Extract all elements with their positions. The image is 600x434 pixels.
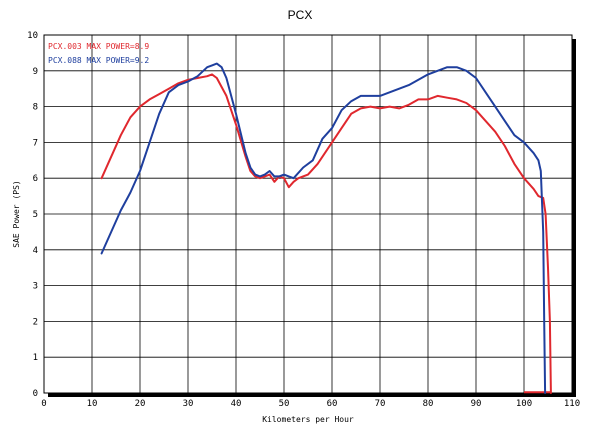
- x-tick-label: 0: [41, 399, 46, 409]
- chart-title: PCX: [288, 8, 313, 22]
- legend-entry: PCX.003 MAX POWER=8.9: [48, 42, 149, 51]
- y-tick-label: 4: [33, 246, 38, 256]
- x-tick-label: 100: [516, 399, 532, 409]
- x-tick-label: 20: [135, 399, 146, 409]
- tick-labels: 0 10 20 30 40 50 60 70 80 90 100 110 0 1 2 3 4 5 6 7 8 9 10: [27, 31, 580, 409]
- y-tick-label: 10: [27, 31, 38, 41]
- x-tick-label: 70: [375, 399, 386, 409]
- x-tick-label: 10: [87, 399, 98, 409]
- y-tick-label: 7: [33, 138, 38, 148]
- legend-entry: PCX.088 MAX POWER=9.2: [48, 56, 149, 65]
- y-tick-label: 2: [33, 317, 38, 327]
- y-tick-label: 5: [33, 210, 38, 220]
- y-tick-label: 6: [33, 174, 38, 184]
- x-tick-label: 30: [183, 399, 194, 409]
- x-axis-label: Kilometers per Hour: [262, 415, 354, 424]
- y-tick-label: 3: [33, 282, 38, 292]
- x-tick-label: 40: [231, 399, 242, 409]
- x-tick-label: 80: [423, 399, 434, 409]
- x-tick-label: 50: [279, 399, 290, 409]
- x-tick-label: 110: [564, 399, 580, 409]
- grid-lines: [44, 35, 572, 393]
- series-lines: [100, 62, 552, 394]
- x-tick-label: 60: [327, 399, 338, 409]
- y-tick-label: 9: [33, 67, 38, 77]
- x-tick-label: 90: [471, 399, 482, 409]
- y-tick-label: 0: [33, 389, 38, 399]
- legend: PCX.003 MAX POWER=8.9 PCX.088 MAX POWER=9…: [48, 42, 149, 65]
- y-axis-label: SAE Power (PS): [12, 180, 21, 247]
- series-line-pcx-088: [100, 62, 547, 394]
- y-tick-label: 1: [33, 353, 38, 363]
- y-tick-label: 8: [33, 103, 38, 113]
